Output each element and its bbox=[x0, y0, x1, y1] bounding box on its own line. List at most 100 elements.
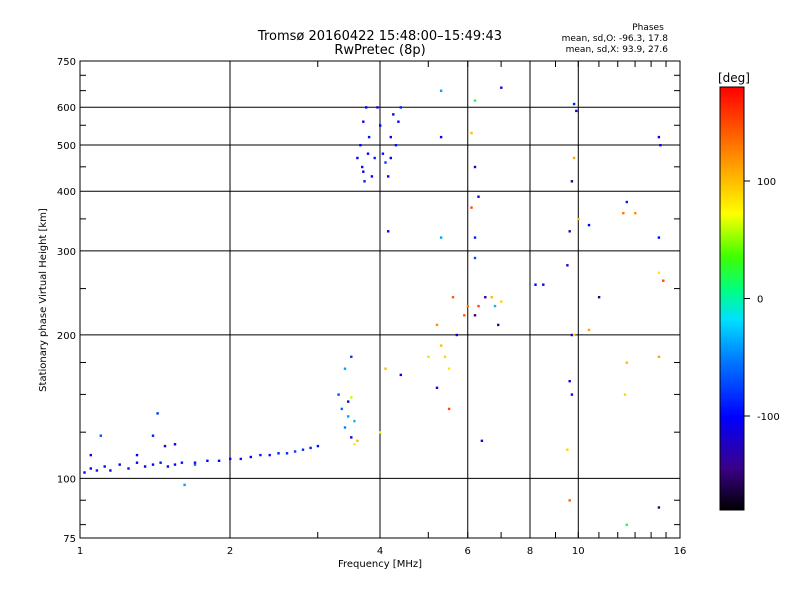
data-point bbox=[570, 333, 574, 337]
data-point bbox=[455, 333, 458, 337]
data-point bbox=[376, 106, 379, 109]
data-point bbox=[285, 452, 289, 455]
colorbar-ticks: 100 0 -100 bbox=[744, 177, 780, 423]
data-point bbox=[259, 453, 262, 457]
data-point bbox=[389, 135, 392, 139]
x-tick-label: 10 bbox=[572, 546, 585, 557]
data-point bbox=[439, 236, 443, 239]
data-point bbox=[484, 296, 487, 299]
data-point bbox=[384, 161, 387, 164]
data-point bbox=[95, 469, 99, 472]
data-point bbox=[180, 461, 184, 464]
data-point bbox=[118, 463, 121, 466]
data-point bbox=[363, 180, 366, 183]
data-point bbox=[217, 459, 221, 462]
plot-frame bbox=[79, 60, 681, 539]
data-point bbox=[657, 506, 661, 509]
data-point bbox=[347, 400, 350, 403]
data-point bbox=[597, 296, 601, 299]
data-point bbox=[625, 200, 628, 204]
data-point bbox=[103, 465, 106, 468]
data-point bbox=[379, 124, 382, 127]
data-point bbox=[166, 465, 170, 468]
data-point bbox=[466, 304, 470, 308]
data-point bbox=[347, 415, 350, 418]
data-point bbox=[83, 471, 86, 474]
data-point bbox=[490, 296, 493, 299]
data-point bbox=[399, 106, 402, 109]
data-point bbox=[373, 156, 376, 160]
data-point bbox=[387, 175, 390, 178]
y-axis-ticks: 75 100 200 300 400 500 600 750 bbox=[57, 57, 76, 545]
data-point bbox=[89, 467, 92, 470]
data-point bbox=[361, 165, 364, 169]
data-point bbox=[135, 461, 139, 464]
data-point bbox=[343, 426, 347, 429]
data-point bbox=[470, 131, 473, 135]
data-point bbox=[566, 264, 569, 267]
data-point bbox=[439, 135, 443, 139]
data-point bbox=[89, 453, 92, 457]
data-point bbox=[193, 461, 197, 464]
data-point bbox=[657, 271, 661, 274]
data-point bbox=[163, 444, 167, 448]
data-point bbox=[493, 304, 497, 308]
data-point bbox=[534, 283, 537, 286]
data-point bbox=[183, 483, 186, 487]
chart-subtitle: RwPretec (8p) bbox=[334, 43, 425, 58]
data-point bbox=[343, 367, 347, 370]
data-points bbox=[83, 86, 665, 526]
data-point bbox=[572, 102, 576, 106]
data-point bbox=[206, 459, 209, 462]
data-point bbox=[399, 373, 402, 377]
data-point bbox=[435, 386, 439, 389]
data-point bbox=[370, 175, 374, 178]
data-point bbox=[427, 355, 430, 358]
data-point bbox=[367, 135, 371, 139]
data-point bbox=[587, 223, 591, 227]
data-point bbox=[439, 89, 443, 92]
data-point bbox=[135, 453, 139, 457]
data-point bbox=[572, 156, 576, 160]
data-point bbox=[451, 296, 455, 299]
data-point bbox=[397, 120, 400, 123]
grid-lines bbox=[79, 60, 681, 539]
data-point bbox=[301, 448, 305, 451]
data-point bbox=[623, 393, 627, 396]
x-tick-label: 1 bbox=[77, 546, 83, 557]
data-point bbox=[151, 463, 155, 466]
data-point bbox=[229, 457, 232, 461]
data-point bbox=[127, 467, 130, 470]
data-point bbox=[542, 283, 545, 286]
data-point bbox=[353, 443, 356, 446]
y-tick-label: 500 bbox=[57, 141, 76, 152]
data-point bbox=[350, 355, 353, 358]
data-point bbox=[657, 355, 661, 358]
data-point bbox=[570, 180, 574, 183]
y-tick-label: 75 bbox=[63, 534, 76, 545]
data-point bbox=[566, 448, 569, 451]
data-point bbox=[362, 170, 365, 173]
data-point bbox=[568, 499, 571, 502]
data-point bbox=[447, 407, 451, 411]
data-point bbox=[394, 144, 398, 147]
data-point bbox=[477, 195, 480, 198]
data-point bbox=[143, 465, 147, 468]
data-point bbox=[239, 457, 242, 461]
data-point bbox=[497, 323, 500, 327]
data-point bbox=[568, 380, 571, 383]
data-point bbox=[316, 444, 320, 448]
data-point bbox=[587, 328, 591, 332]
data-point bbox=[151, 434, 155, 437]
data-point bbox=[435, 323, 439, 327]
data-point bbox=[173, 443, 177, 446]
data-point bbox=[268, 453, 271, 457]
colorbar-tick-label: 0 bbox=[757, 295, 763, 306]
data-point bbox=[173, 463, 177, 466]
data-point bbox=[625, 523, 628, 526]
data-point bbox=[500, 86, 503, 89]
data-point bbox=[350, 436, 353, 439]
x-tick-label: 2 bbox=[227, 546, 233, 557]
x-tick-label: 6 bbox=[465, 546, 471, 557]
